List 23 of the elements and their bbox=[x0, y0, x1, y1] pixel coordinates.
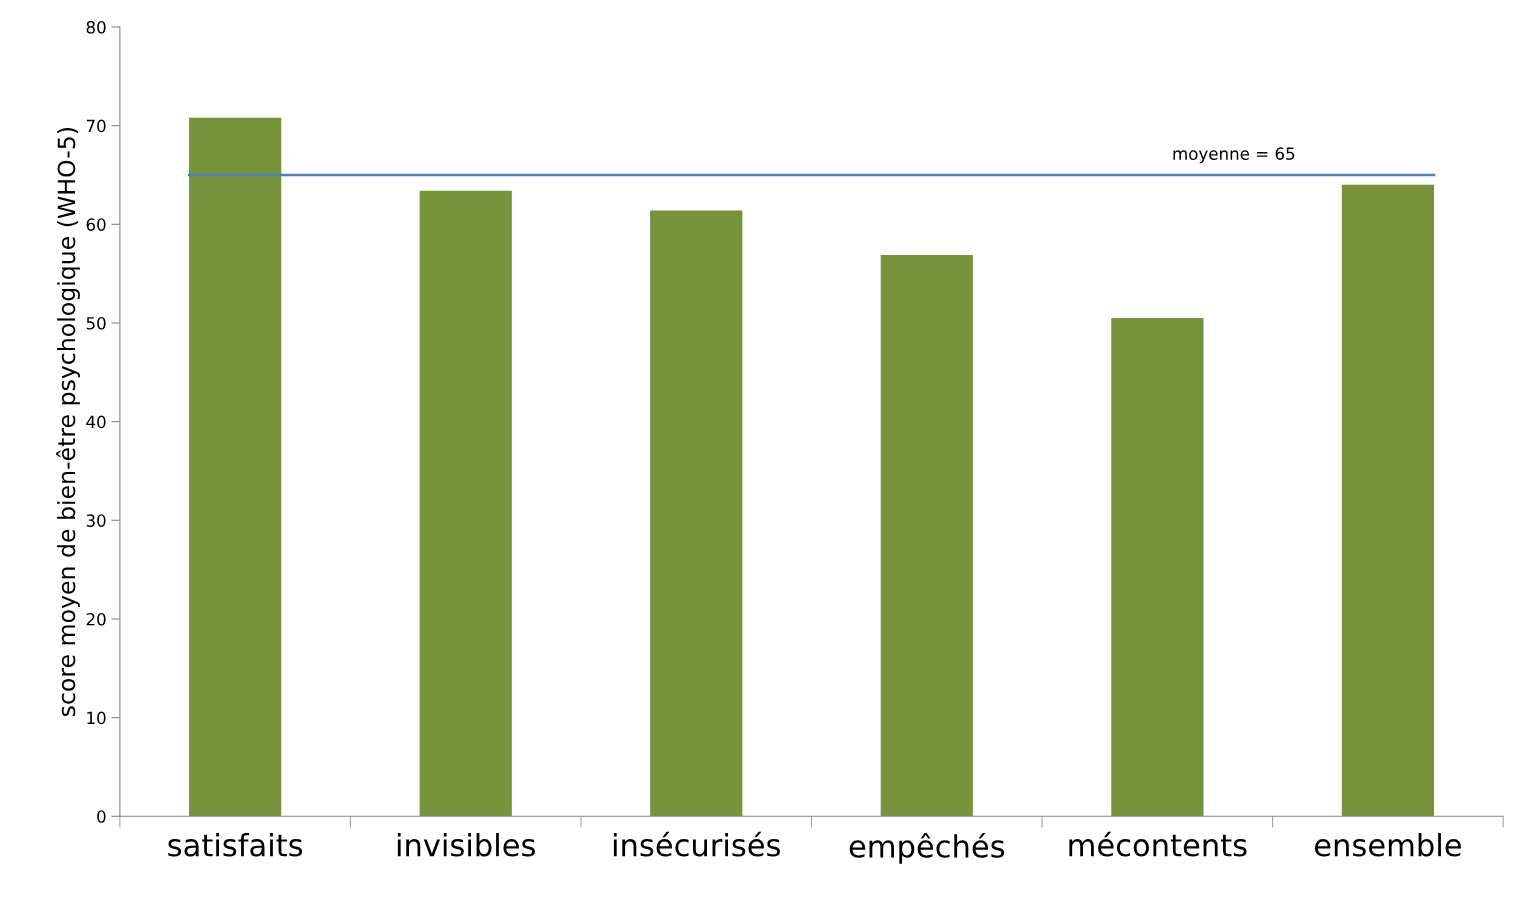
bar bbox=[650, 210, 743, 817]
y-tick-label: 40 bbox=[86, 415, 106, 429]
x-tick-label: invisibles bbox=[397, 832, 535, 857]
y-tick-label: 20 bbox=[86, 612, 106, 626]
x-tick-label: empêchés bbox=[849, 832, 1005, 864]
x-tick-label: ensemble bbox=[1314, 832, 1461, 857]
y-axis-title: score moyen de bien-être psychologique (WHO-5) bbox=[56, 127, 80, 717]
bar bbox=[1111, 318, 1204, 817]
bar bbox=[419, 190, 512, 817]
x-tick-label: mécontents bbox=[1069, 831, 1247, 857]
ref-line-label: moyenne = 65 bbox=[1173, 147, 1295, 164]
y-tick-label: 50 bbox=[86, 316, 106, 330]
bar bbox=[1341, 184, 1435, 817]
y-tick-label: 70 bbox=[86, 119, 106, 133]
x-tick-label: insécurisés bbox=[613, 831, 780, 857]
y-tick-label: 30 bbox=[86, 514, 106, 527]
y-tick-label: 80 bbox=[86, 20, 106, 34]
x-tick-label: satisfaits bbox=[168, 832, 303, 857]
y-tick-label: 10 bbox=[87, 711, 106, 725]
bar bbox=[189, 117, 282, 817]
bar bbox=[880, 254, 973, 817]
y-tick-label: 0 bbox=[97, 810, 106, 823]
y-tick-label: 60 bbox=[86, 218, 106, 231]
